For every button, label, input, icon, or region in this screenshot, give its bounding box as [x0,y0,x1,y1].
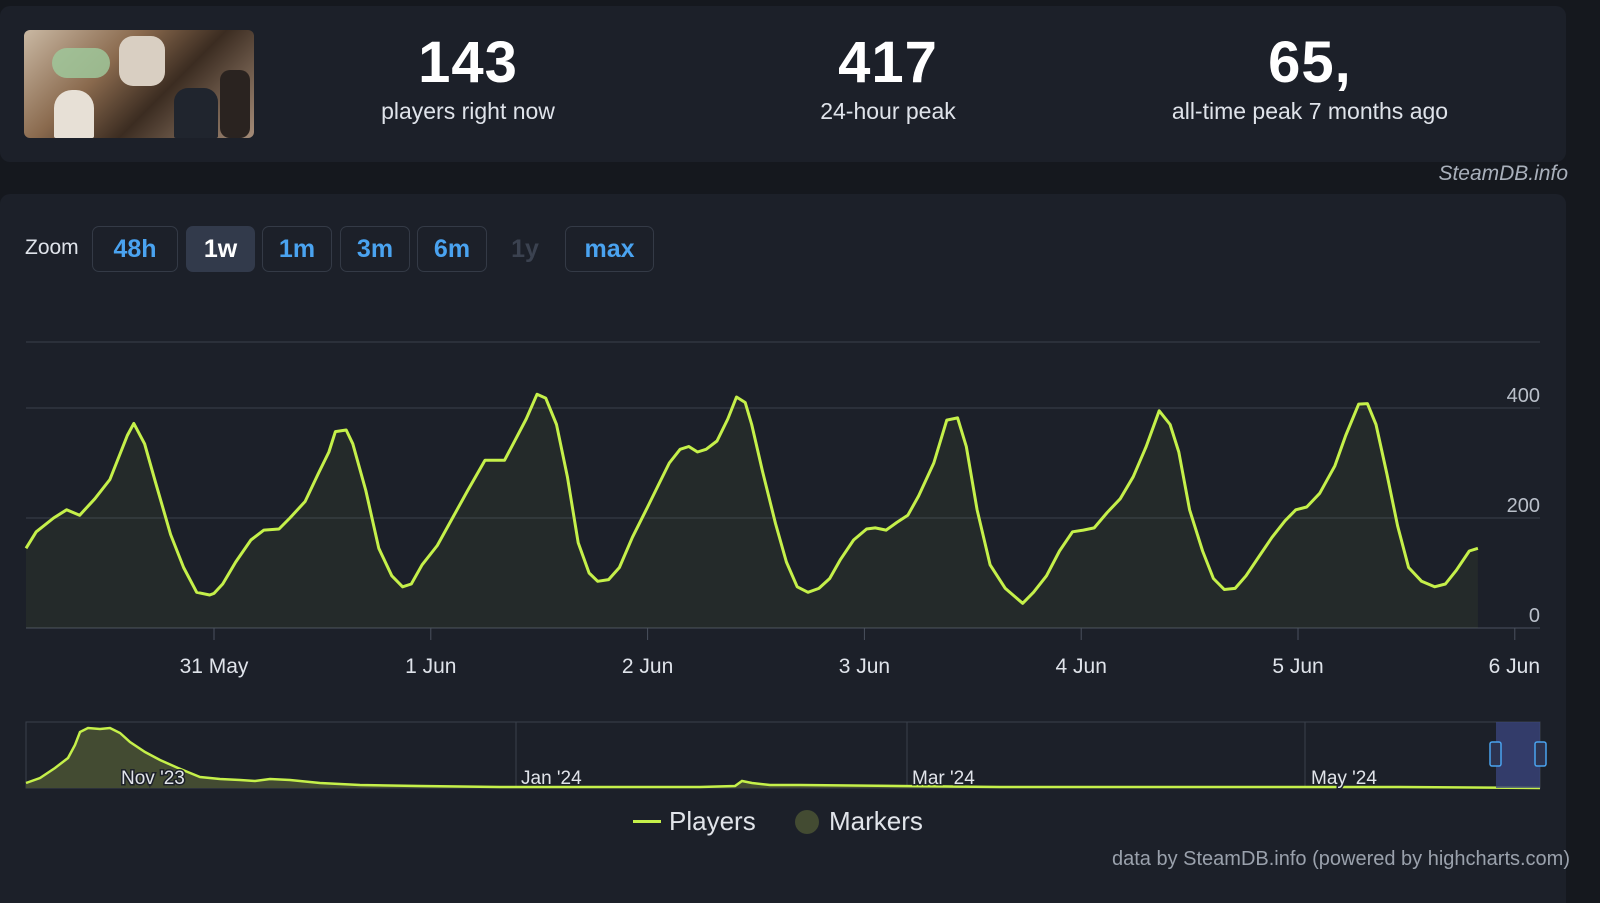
stat-24h-peak: 417 24-hour peak [708,30,1068,125]
navigator-selection [1496,722,1540,788]
legend-players[interactable]: Players [633,806,756,837]
chart-footer-credit: data by SteamDB.info (powered by highcha… [1112,848,1570,870]
y-tick-label: 200 [1507,495,1540,517]
navigator-line [25,726,1541,790]
navigator-label: May '24 [1311,768,1377,789]
x-tick-label: 3 Jun [839,655,890,678]
stat-label: all-time peak 7 months ago [1171,98,1449,124]
navigator-area [26,728,1540,788]
navigator-label: Nov '23 [121,768,185,789]
legend-markers[interactable]: Markers [795,806,923,837]
zoom-6m-button[interactable]: 6m [417,226,487,272]
stats-panel [0,6,1566,162]
navigator-label-outline: Jan '24 [521,768,582,789]
x-tick-label: 1 Jun [405,655,456,678]
zoom-48h-button[interactable]: 48h [92,226,178,272]
stat-current-players: 143 players right now [288,30,648,125]
x-tick-label: 2 Jun [622,655,673,678]
stat-value: 417 [838,30,938,95]
navigator-label-outline: Nov '23 [121,768,185,789]
navigator-label-outline: Mar '24 [912,768,975,789]
zoom-1m-button[interactable]: 1m [262,226,332,272]
x-tick-label: 4 Jun [1056,655,1107,678]
stat-label: players right now [381,98,555,124]
y-tick-label: 400 [1507,385,1540,407]
navigator-handle-left-icon[interactable] [1489,741,1502,767]
stat-all-time-peak: 65, all-time peak 7 months ago [1130,30,1490,125]
stat-value: 65, [1268,30,1352,95]
circle-swatch-icon [795,809,819,834]
steamdb-credit: SteamDB.info [1438,162,1568,185]
x-tick-label: 5 Jun [1272,655,1323,678]
legend-players-label: Players [669,806,756,836]
players-area [26,394,1478,628]
zoom-1w-button[interactable]: 1w [186,226,255,272]
navigator-label: Mar '24 [912,768,975,789]
players-line [24,392,1479,605]
navigator-handle-right-icon[interactable] [1534,741,1547,767]
x-tick-label: 6 Jun [1489,655,1540,678]
y-tick-label: 0 [1529,605,1540,627]
zoom-3m-button[interactable]: 3m [340,226,410,272]
x-tick-label: 31 May [180,655,249,678]
zoom-max-button[interactable]: max [565,226,654,272]
stat-label: 24-hour peak [820,98,956,124]
navigator-label-outline: May '24 [1311,768,1377,789]
stat-value: 143 [418,30,518,95]
zoom-1y-button: 1y [511,234,539,263]
navigator-label: Jan '24 [521,768,582,789]
line-swatch-icon [633,820,661,823]
game-thumbnail[interactable] [24,30,254,138]
zoom-label: Zoom [25,236,79,259]
legend-markers-label: Markers [829,806,923,836]
